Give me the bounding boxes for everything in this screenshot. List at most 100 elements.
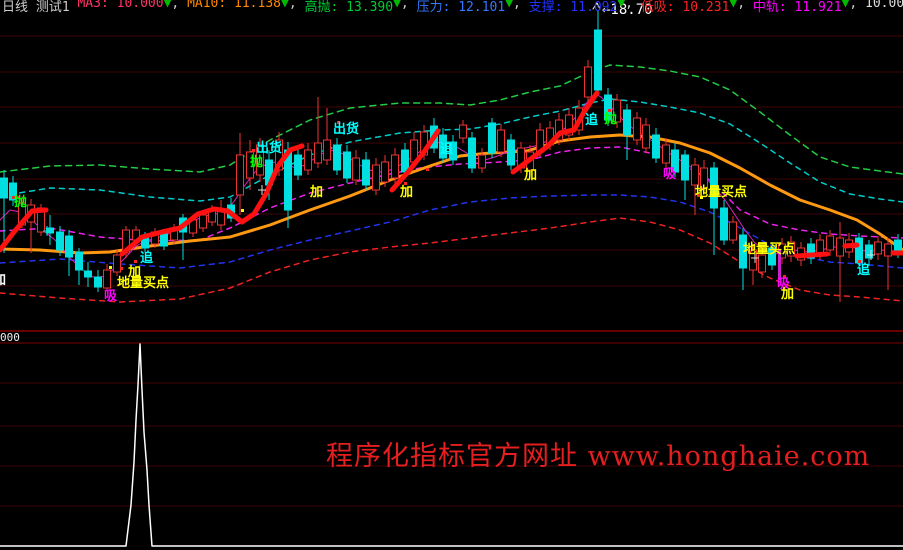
info-segment: 高抛: 13.390 — [304, 0, 394, 15]
signal-dot-red — [608, 109, 611, 112]
candle-body-down — [75, 251, 83, 271]
candle-body-up — [565, 114, 573, 136]
trend-signal-line — [389, 128, 441, 193]
candle-body-up — [584, 66, 592, 98]
info-segment: MA3: 10.000 — [77, 0, 164, 11]
candle-body-up — [613, 99, 621, 123]
info-segment: 日线 测试1 — [2, 0, 78, 15]
info-segment: ▼ — [841, 0, 850, 11]
info-segment: , — [288, 0, 305, 11]
candle-body-down — [710, 167, 718, 209]
trend-signal-line — [0, 207, 49, 253]
candle-body-down — [604, 94, 612, 121]
candle-body-up — [246, 151, 254, 179]
signal-label: 加 — [399, 185, 413, 200]
candle-body-up — [826, 235, 834, 251]
candle-body-down — [294, 154, 302, 176]
info-segment: 10.000 — [865, 0, 903, 11]
signal-label: 追 — [857, 262, 871, 278]
candle-body-down — [65, 235, 73, 258]
info-segment: , — [171, 0, 188, 11]
candle-body-up — [236, 154, 244, 196]
signal-label: 加 — [127, 265, 141, 280]
candle-body-up — [497, 129, 505, 153]
signal-dot-red — [337, 121, 340, 124]
candle-body-down — [84, 270, 92, 278]
candle-body-up — [633, 117, 641, 141]
info-segment: , — [849, 0, 866, 11]
candle-body-down — [865, 244, 873, 259]
signal-label: 抛 — [250, 154, 263, 170]
info-segment: ▼ — [729, 0, 738, 11]
candle-body-down — [681, 154, 689, 181]
band-mid-magenta — [0, 146, 903, 242]
info-segment: 支撑: 11.092 — [528, 0, 618, 15]
candle-body-up — [662, 144, 670, 164]
info-segment: 压力: 12.101 — [416, 0, 506, 15]
candle-body-up — [381, 161, 389, 183]
candle-body-down — [343, 151, 351, 179]
candle-body-up — [256, 144, 264, 176]
signal-label: 加 — [0, 273, 6, 288]
candle-body-up — [478, 154, 486, 169]
candle-body-up — [642, 124, 650, 149]
signal-label: 地量买点 — [743, 241, 795, 257]
info-segment: ▼ — [505, 0, 514, 11]
candle-body-up — [874, 241, 882, 255]
signal-label: 地量买点 — [117, 275, 169, 291]
candle-body-down — [855, 237, 863, 264]
info-segment: ▼ — [393, 0, 401, 11]
candle-body-up — [372, 164, 380, 191]
candle-body-down — [56, 231, 64, 251]
candle-body-up — [758, 254, 766, 273]
signal-dot-red — [748, 251, 751, 254]
info-segment: 中轨: 11.921 — [752, 0, 842, 15]
candle-body-up — [836, 237, 844, 257]
signal-label: 加 — [780, 287, 794, 302]
signal-dot-yellow — [700, 196, 703, 199]
info-segment: 低吸: 10.231 — [640, 0, 730, 15]
candle-body-up — [314, 142, 322, 164]
signal-label: 出货 — [333, 121, 359, 137]
sub-panel-scale-label: 000 — [0, 331, 20, 344]
trend-signal-line — [510, 90, 600, 175]
signal-label: 追 — [440, 141, 454, 157]
trend-signal-line — [794, 251, 830, 259]
candle-body-down — [768, 247, 776, 266]
candle-body-down — [160, 233, 168, 247]
signal-label: 吸 — [104, 289, 118, 304]
candle-body-down — [671, 149, 679, 173]
signal-label: 追 — [140, 250, 154, 266]
candle-body-up — [884, 243, 892, 257]
candle-body-down — [623, 109, 631, 136]
signal-label: 地量买点 — [695, 184, 747, 200]
signal-dot-yellow — [109, 266, 112, 269]
sub-indicator-line — [0, 343, 903, 547]
candle-body-up — [749, 249, 757, 271]
candle-body-down — [739, 234, 747, 269]
signal-label: 加 — [309, 185, 323, 200]
candle-body-up — [304, 149, 312, 171]
info-segment: , — [400, 0, 417, 11]
info-segment: ▼ — [163, 0, 172, 11]
signal-dot-red — [252, 149, 255, 152]
candle-body-down — [449, 141, 457, 161]
signal-label: 吸 — [777, 277, 791, 292]
candle-body-down — [362, 159, 370, 186]
candle-body-down — [94, 276, 102, 288]
candle-body-down — [0, 177, 8, 199]
candle-body-down — [468, 137, 476, 169]
signal-label: 追 — [585, 112, 599, 128]
candle-body-down — [720, 207, 728, 241]
signal-dot-red — [17, 196, 20, 199]
candle-body-down — [488, 122, 496, 154]
peak-tick-mark — [592, 2, 601, 10]
candle-body-up — [352, 157, 360, 181]
candle-body-down — [333, 144, 341, 171]
band-upper-cyan — [0, 98, 903, 203]
signal-label: 吸 — [663, 167, 677, 182]
info-segment: , — [513, 0, 529, 11]
watermark-text: 程序化指标官方网址 www.honghaie.com — [326, 441, 871, 472]
